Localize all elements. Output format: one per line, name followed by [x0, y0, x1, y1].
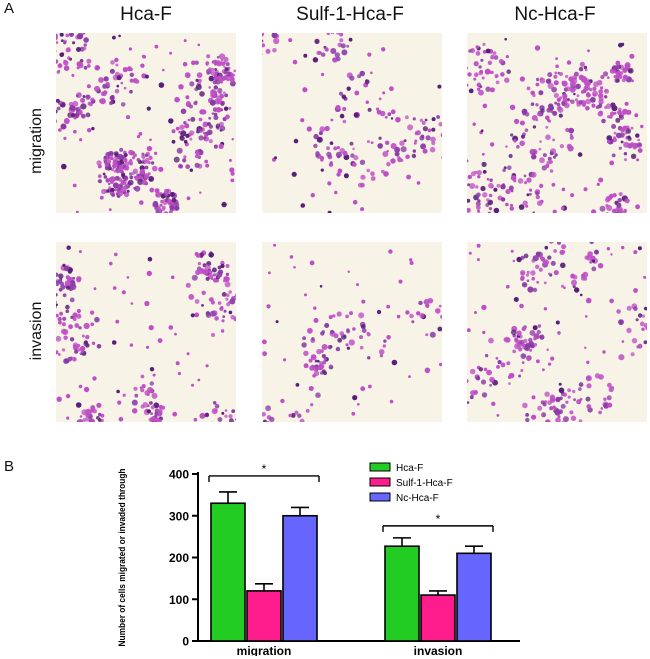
y-tick-label: 400: [169, 468, 189, 482]
micrograph-sulf-1-hca-f-migration: [262, 33, 442, 213]
micrograph-hca-f-invasion: [56, 242, 236, 422]
bar: [282, 514, 318, 642]
panel-a-letter: A: [4, 0, 15, 17]
row-label-invasion: invasion: [28, 301, 45, 361]
bar: [456, 552, 492, 642]
bar: [384, 545, 420, 642]
stained-cells-texture: [467, 242, 647, 422]
panel-b-letter: B: [4, 458, 15, 475]
stained-cells-texture: [262, 243, 442, 422]
legend-label: Sulf-1-Hca-F: [396, 478, 453, 489]
bar: [246, 590, 282, 642]
significance-star: *: [436, 512, 441, 526]
bar: [210, 502, 246, 642]
legend-label: Nc-Hca-F: [396, 493, 439, 504]
micrograph-sulf-1-hca-f-invasion: [262, 242, 442, 422]
x-category-label: invasion: [414, 644, 463, 656]
stained-cells-texture: [467, 37, 644, 213]
micrograph-nc-hca-f-invasion: [467, 242, 647, 422]
micrograph-hca-f-migration: [56, 33, 236, 213]
column-title-nc-hca-f: Nc-Hca-F: [514, 4, 596, 25]
row-label-migration: migration: [28, 108, 45, 174]
micrograph-nc-hca-f-migration: [467, 33, 647, 213]
y-tick-label: 0: [182, 635, 189, 649]
legend-swatch: [369, 492, 391, 502]
y-tick-label: 300: [169, 509, 189, 523]
stained-cells-texture: [262, 33, 442, 213]
y-tick-label: 200: [169, 551, 189, 565]
x-category-label: migration: [237, 644, 292, 656]
stained-cells-texture: [56, 245, 236, 422]
bar-chart: Number of cells migrated or invaded thro…: [117, 462, 520, 656]
y-axis-label: Number of cells migrated or invaded thro…: [117, 468, 128, 646]
stained-cells-texture: [56, 33, 236, 213]
legend-swatch: [369, 462, 391, 472]
column-title-hca-f: Hca-F: [120, 4, 172, 25]
column-title-sulf-1-hca-f: Sulf-1-Hca-F: [296, 4, 404, 25]
bar: [420, 594, 456, 642]
significance-star: *: [262, 462, 267, 476]
legend-swatch: [369, 477, 391, 487]
y-tick-label: 100: [169, 593, 189, 607]
legend-label: Hca-F: [396, 463, 423, 474]
